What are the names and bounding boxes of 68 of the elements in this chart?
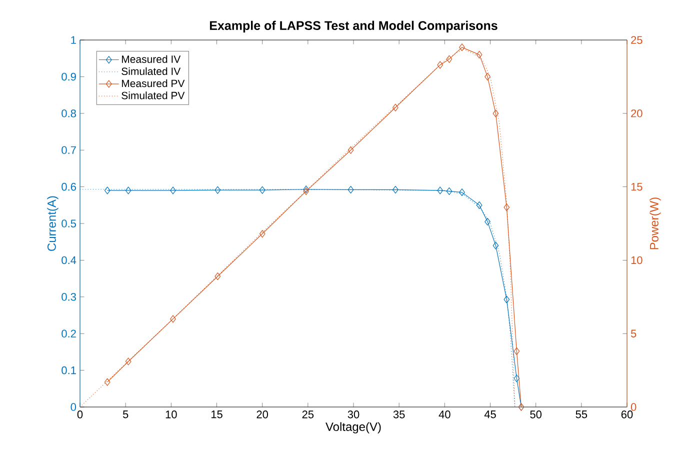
y2-tick-label: 0 <box>630 403 636 411</box>
point <box>392 104 398 112</box>
point <box>348 146 354 154</box>
point <box>492 242 499 250</box>
point <box>476 50 482 58</box>
point <box>492 110 499 118</box>
point <box>484 72 490 80</box>
y-tick-label: 0.5 <box>62 220 76 228</box>
point <box>459 44 465 52</box>
x-tick-label: 0 <box>77 410 83 418</box>
legend-label: Simulated IV <box>122 67 181 76</box>
x-tick-label: 35 <box>393 410 405 418</box>
point <box>104 378 110 386</box>
y2-tick-label: 20 <box>631 110 642 118</box>
y2-axis-title: Power(W) <box>650 198 661 250</box>
x-tick-label: 55 <box>576 410 588 418</box>
x-tick-label: 5 <box>122 410 128 418</box>
point <box>446 55 452 63</box>
x-tick-label: 15 <box>211 410 222 418</box>
x-tick-label: 40 <box>438 410 450 418</box>
y-tick-label: 0.6 <box>62 182 76 191</box>
y-tick-label: 0.1 <box>62 366 76 374</box>
point <box>214 186 221 194</box>
point <box>459 188 465 196</box>
y2-tick-label: 15 <box>631 182 642 191</box>
x-tick-label: 10 <box>166 410 177 418</box>
point <box>514 347 520 356</box>
point <box>348 186 354 194</box>
x-tick-label: 45 <box>484 410 496 418</box>
point <box>392 186 398 194</box>
x-tick-label: 25 <box>302 410 314 418</box>
point <box>170 315 176 323</box>
point <box>214 272 221 280</box>
y-tick-label: 0.3 <box>62 293 76 301</box>
point <box>259 230 266 238</box>
point <box>437 61 444 69</box>
point <box>259 186 266 194</box>
y2-tick-label: 25 <box>631 36 642 44</box>
point <box>504 204 510 212</box>
x-tick-label: 50 <box>530 410 542 418</box>
point <box>125 186 132 194</box>
legend-label: Simulated PV <box>122 92 185 100</box>
point <box>437 186 444 194</box>
x-tick-label: 60 <box>621 410 633 418</box>
point <box>476 201 482 209</box>
point <box>504 296 510 304</box>
legend-label: Measured PV <box>122 79 185 88</box>
y-tick-label: 0.4 <box>62 256 76 264</box>
point <box>514 374 520 382</box>
point <box>170 186 176 194</box>
y2-tick-label: 10 <box>631 256 642 264</box>
x-axis-title: Voltage(V) <box>326 422 381 434</box>
y-tick-label: 0 <box>70 403 76 411</box>
x-tick-label: 30 <box>348 410 360 418</box>
y-tick-label: 0.7 <box>62 146 76 154</box>
legend-label: Measured IV <box>122 55 181 63</box>
y2-tick-label: 5 <box>630 330 636 338</box>
point <box>446 187 452 195</box>
y-tick-label: 1 <box>71 36 76 44</box>
chart-title: Example of LAPSS Test and Model Comparisons <box>210 20 498 32</box>
y-axis-title: Current(A) <box>47 196 58 251</box>
point <box>125 358 132 366</box>
x-tick-label: 20 <box>256 410 268 418</box>
point <box>104 186 110 194</box>
y-tick-label: 0.2 <box>62 330 76 338</box>
y-tick-label: 0.8 <box>62 110 76 118</box>
y-tick-label: 0.9 <box>62 72 76 81</box>
point <box>484 218 490 226</box>
